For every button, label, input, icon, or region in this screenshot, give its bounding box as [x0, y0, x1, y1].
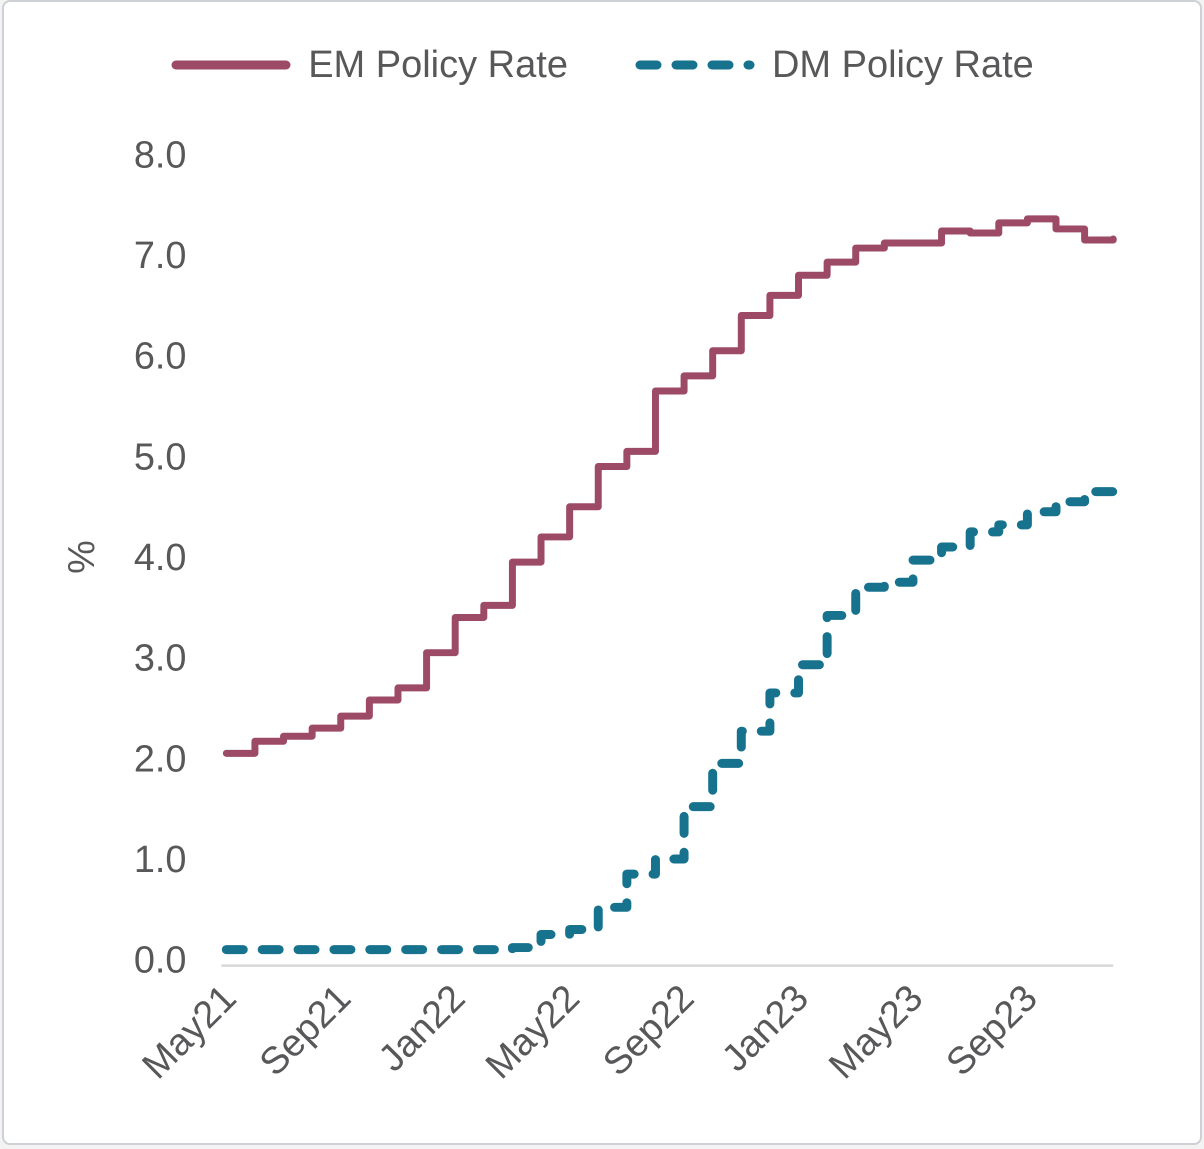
y-axis-title: % — [61, 540, 103, 574]
y-axis-tick-label: 8.0 — [134, 134, 187, 176]
y-axis-tick-label: 2.0 — [134, 738, 187, 780]
x-axis-tick-label: May23 — [821, 977, 931, 1087]
legend-item-em: EM Policy Rate — [170, 46, 568, 84]
y-axis-tick-label: 3.0 — [134, 638, 187, 680]
y-axis-tick-label: 0.0 — [134, 940, 187, 982]
x-axis-tick-label: Jan22 — [371, 977, 474, 1080]
dm-line-swatch — [635, 60, 755, 70]
y-axis-tick-label: 5.0 — [134, 436, 187, 478]
x-axis-tick-label: Sep23 — [939, 977, 1046, 1084]
em-line-swatch — [171, 60, 291, 70]
y-axis-tick-label: 6.0 — [134, 336, 187, 378]
legend-label-dm: DM Policy Rate — [771, 44, 1034, 86]
dm-series-line — [221, 485, 1118, 955]
em-series-line — [222, 215, 1117, 757]
x-axis-tick-label: May22 — [478, 977, 588, 1087]
x-axis-tick-label: May21 — [135, 977, 245, 1087]
x-axis-tick-label: Sep22 — [595, 977, 702, 1084]
chart-plot: 0.01.02.03.04.05.06.07.08.0%May21 Sep21 Ja… — [61, 134, 1118, 1087]
y-axis-tick-label: 4.0 — [134, 537, 187, 579]
legend: EM Policy Rate DM Policy Rate — [4, 46, 1200, 84]
x-axis-tick-label: Jan23 — [714, 977, 817, 1080]
legend-label-em: EM Policy Rate — [308, 44, 568, 86]
y-axis-tick-label: 1.0 — [134, 839, 187, 881]
legend-item-dm: DM Policy Rate — [634, 46, 1034, 84]
x-axis-tick-label: Sep21 — [252, 977, 359, 1084]
y-axis-tick-label: 7.0 — [134, 235, 187, 277]
